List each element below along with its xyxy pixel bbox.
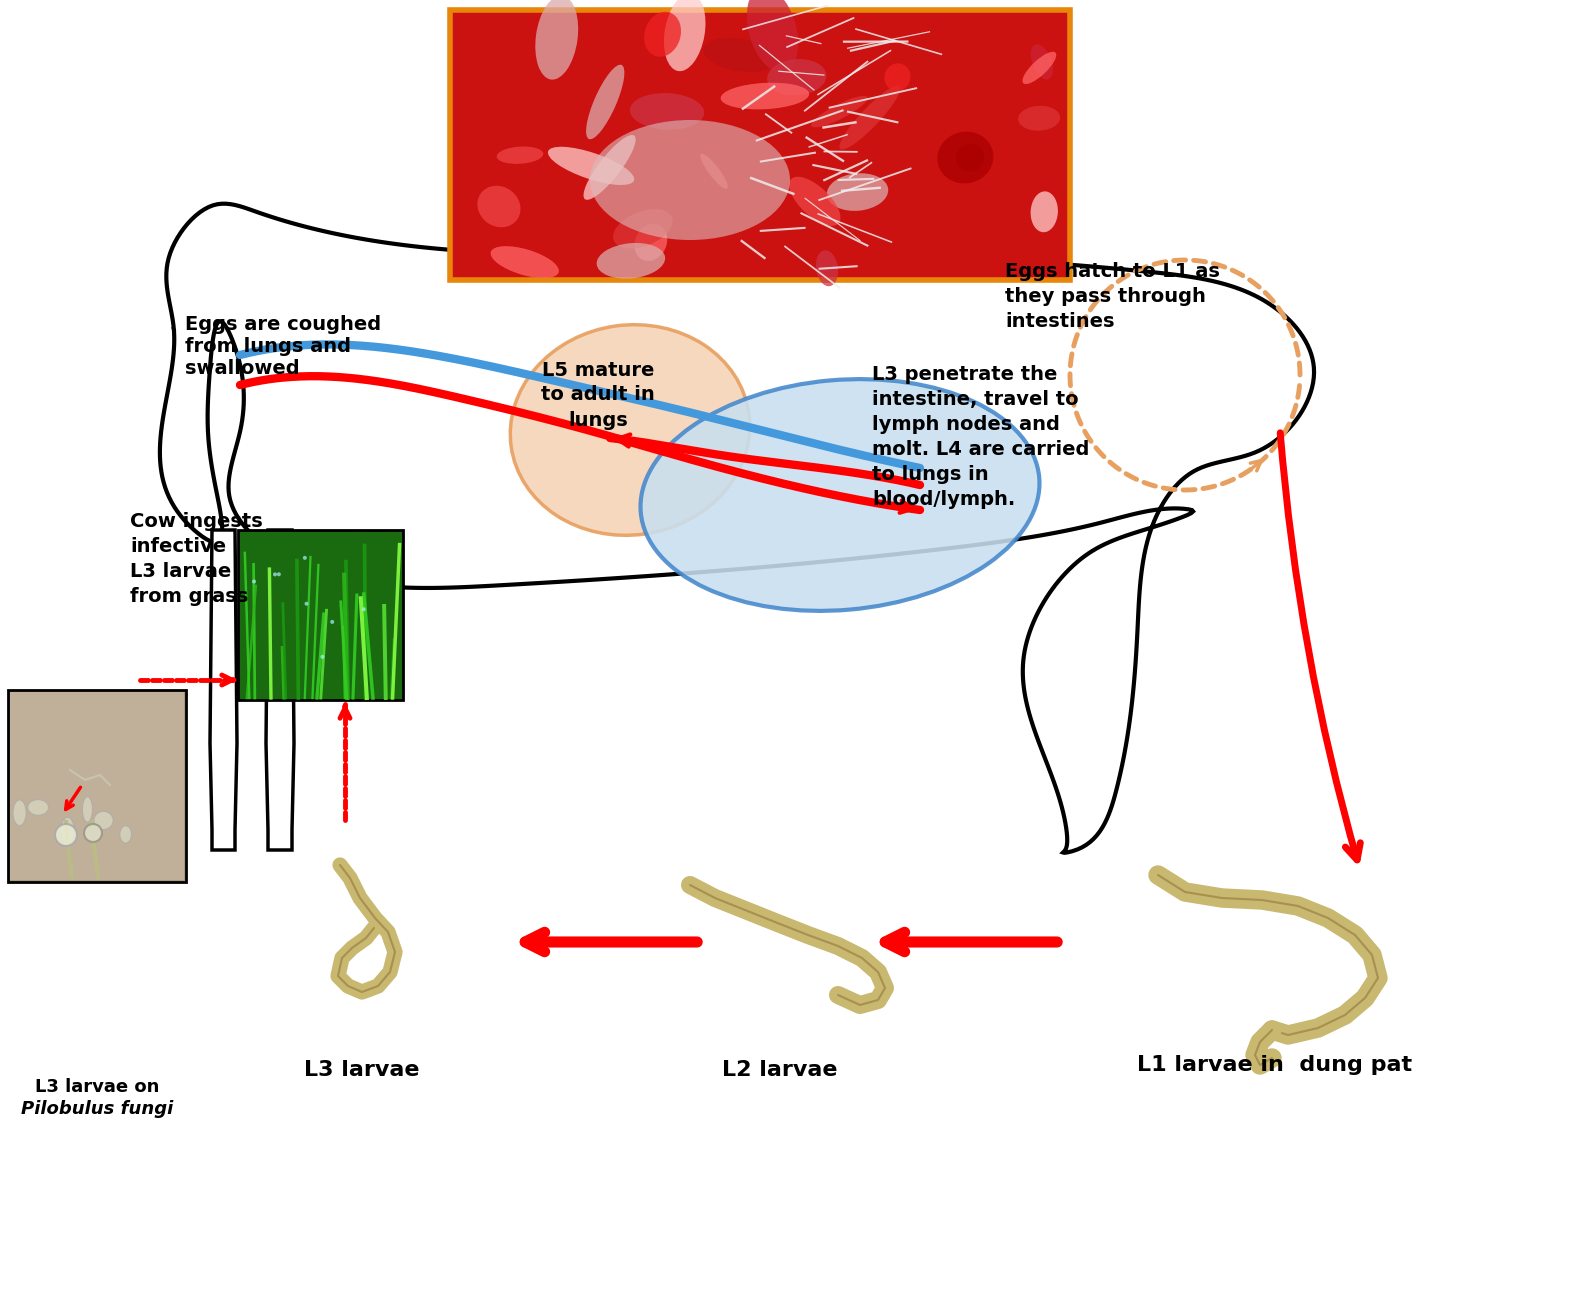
Ellipse shape [94,811,113,829]
Text: L3 larvae on: L3 larvae on [35,1077,159,1096]
Bar [8,690,186,882]
Ellipse shape [490,246,559,278]
Circle shape [272,572,277,576]
Text: Cow ingests
infective
L3 larvae
from grass: Cow ingests infective L3 larvae from gra… [131,512,263,606]
Ellipse shape [83,824,102,842]
Ellipse shape [536,0,578,80]
Ellipse shape [701,154,728,189]
Ellipse shape [635,225,668,261]
Ellipse shape [597,243,665,278]
Ellipse shape [827,174,888,210]
Polygon shape [531,279,991,530]
Text: L5 mature
to adult in
lungs: L5 mature to adult in lungs [542,360,655,430]
Bar [238,530,403,700]
Ellipse shape [839,85,901,150]
Ellipse shape [641,379,1040,611]
Ellipse shape [747,0,799,72]
Ellipse shape [811,95,868,128]
Ellipse shape [816,251,838,286]
Text: Pilobulus fungi: Pilobulus fungi [20,1100,173,1118]
Ellipse shape [583,135,636,200]
Ellipse shape [477,185,520,227]
Ellipse shape [789,176,841,226]
Ellipse shape [591,120,791,240]
Ellipse shape [548,146,635,185]
Ellipse shape [721,82,810,110]
Circle shape [252,580,257,584]
Polygon shape [209,530,236,850]
Circle shape [362,607,365,611]
Ellipse shape [665,0,706,72]
Ellipse shape [767,59,827,95]
Circle shape [277,572,280,576]
Text: Eggs are coughed
from lungs and
swallowed: Eggs are coughed from lungs and swallowe… [184,315,381,377]
Polygon shape [266,530,295,850]
Ellipse shape [644,12,680,56]
Circle shape [320,654,324,658]
Text: L3 larvae: L3 larvae [304,1060,421,1080]
Ellipse shape [586,65,624,140]
Ellipse shape [510,325,750,535]
Ellipse shape [1030,192,1058,232]
Ellipse shape [82,797,93,823]
Circle shape [331,620,334,624]
Ellipse shape [496,146,543,163]
Text: Eggs hatch to L1 as
they pass through
intestines: Eggs hatch to L1 as they pass through in… [1005,263,1221,330]
Circle shape [302,556,307,560]
Ellipse shape [55,824,77,846]
Ellipse shape [13,801,27,825]
Ellipse shape [28,799,49,815]
Ellipse shape [937,132,994,183]
Text: L1 larvae in  dung pat: L1 larvae in dung pat [1137,1055,1413,1075]
Bar [450,10,1069,279]
Bar [9,692,184,880]
Text: L3 penetrate the
intestine, travel to
lymph nodes and
molt. L4 are carried
to lu: L3 penetrate the intestine, travel to ly… [873,364,1090,509]
Ellipse shape [630,93,704,129]
Ellipse shape [613,209,673,248]
Bar [454,14,1066,276]
Ellipse shape [956,144,984,171]
Text: L2 larvae: L2 larvae [723,1060,838,1080]
Ellipse shape [702,38,776,72]
Ellipse shape [61,818,74,845]
Ellipse shape [885,63,910,91]
Ellipse shape [1030,44,1054,80]
Ellipse shape [1017,106,1060,131]
Polygon shape [161,204,1314,853]
Circle shape [304,602,309,606]
Ellipse shape [1022,52,1057,84]
Ellipse shape [120,825,131,844]
